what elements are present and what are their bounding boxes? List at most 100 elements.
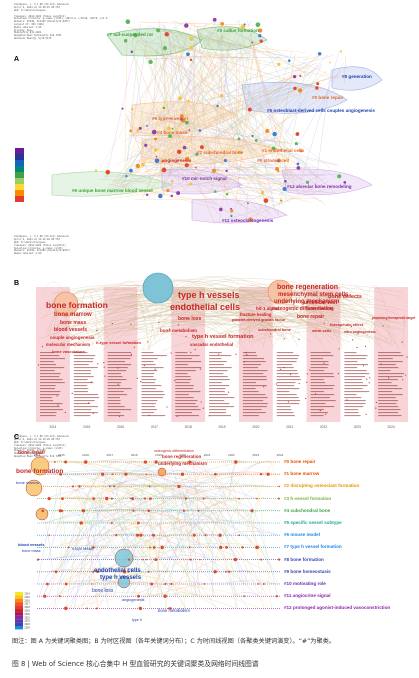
small-keyword-mark <box>175 394 189 396</box>
network-node <box>170 194 174 198</box>
timeline-link <box>170 485 229 524</box>
network-edge <box>234 105 269 215</box>
cluster-label: #11 osteoclastogenesis <box>222 218 274 223</box>
small-keyword-mark <box>378 367 399 369</box>
timeline-node <box>243 595 245 598</box>
network-edge <box>160 112 183 124</box>
network-node <box>219 94 224 98</box>
timeline-link <box>142 473 242 548</box>
timezone-node <box>37 364 40 366</box>
network-edge <box>189 106 338 178</box>
small-keyword-mark <box>73 352 88 354</box>
panel-a-network <box>15 17 383 224</box>
timeline-link <box>82 497 105 585</box>
timeline-node <box>79 521 83 525</box>
timeline-node <box>257 583 259 585</box>
cluster-hull <box>161 168 243 195</box>
network-node <box>277 170 280 173</box>
small-keyword-mark <box>378 415 402 417</box>
timezone-node <box>309 369 311 371</box>
small-keyword-mark <box>73 379 88 381</box>
year-tick-label: 2016 <box>117 425 124 429</box>
small-keyword-mark <box>141 376 154 378</box>
network-node <box>211 168 217 173</box>
small-keyword-mark <box>344 361 358 363</box>
timezone-keyword: couple angiogenesis <box>50 335 95 340</box>
timezone-node <box>117 383 119 385</box>
network-edge <box>190 21 196 170</box>
timeline-node <box>188 460 192 464</box>
network-node <box>131 108 133 111</box>
timeline-link <box>265 460 278 487</box>
timeline-keyword: underlying mechanism <box>158 461 208 466</box>
year-legend-swatch <box>15 160 24 166</box>
small-keyword-mark <box>242 397 268 399</box>
network-edge <box>145 58 238 119</box>
cluster-hull <box>191 198 288 224</box>
small-keyword-mark <box>40 352 55 354</box>
timeline-link <box>238 510 278 597</box>
small-keyword-mark <box>242 370 268 372</box>
timeline-node <box>169 607 172 610</box>
small-keyword-mark <box>141 355 167 357</box>
small-keyword-mark <box>209 364 224 366</box>
small-keyword-mark <box>209 406 235 408</box>
timeline-major-node <box>25 479 43 497</box>
timeline-link <box>174 461 276 597</box>
timeline-link <box>244 569 254 585</box>
timeline-link <box>131 473 262 585</box>
timeline-link <box>102 473 226 548</box>
small-keyword-mark <box>378 394 403 396</box>
timeline-link <box>65 497 228 609</box>
timezone-link <box>38 301 358 340</box>
network-edge <box>170 46 336 78</box>
timezone-node <box>275 383 278 385</box>
network-edge <box>131 134 290 185</box>
network-edge <box>268 199 284 205</box>
timeline-link <box>179 593 196 609</box>
timezone-node <box>337 373 339 375</box>
timeline-link <box>91 581 243 597</box>
timezone-node <box>364 345 367 347</box>
network-node <box>296 166 301 170</box>
timezone-node <box>169 328 171 330</box>
panel-c-metadata: CiteSpace, v. 6.1.R6 (64-bit) Advanced A… <box>14 435 69 458</box>
timeline-link <box>119 460 164 487</box>
small-keyword-mark <box>141 409 157 411</box>
timezone-node <box>192 329 194 331</box>
network-edge <box>200 22 215 28</box>
network-edge <box>139 86 304 184</box>
small-keyword-mark <box>141 388 157 390</box>
small-keyword-mark <box>107 358 131 360</box>
year-tick-label: 2023 <box>354 425 361 429</box>
year-tick-label: 2021 <box>286 425 293 429</box>
timezone-link <box>129 294 156 344</box>
small-keyword-mark <box>175 352 188 354</box>
timeline-node <box>278 485 280 488</box>
timeline-cluster-label: #5 specific vessel subtype <box>284 520 342 525</box>
small-keyword-mark <box>40 415 56 417</box>
timezone-node <box>356 346 358 349</box>
network-edge <box>253 203 263 223</box>
cluster-hull <box>196 26 268 51</box>
timeline-year-label: 2021 <box>204 453 211 457</box>
network-edge <box>161 124 185 163</box>
timeline-link <box>172 473 208 536</box>
timezone-link <box>130 313 249 346</box>
network-node <box>299 74 302 77</box>
network-node <box>189 36 194 42</box>
timezone-node <box>263 386 265 388</box>
timeline-link <box>56 558 91 609</box>
timeline-link <box>75 569 257 585</box>
small-keyword-mark <box>276 403 300 405</box>
small-keyword-mark <box>242 352 256 354</box>
timeline-link <box>60 473 182 524</box>
timezone-node <box>368 382 370 384</box>
network-node <box>133 32 138 38</box>
small-keyword-mark <box>378 379 398 381</box>
small-keyword-mark <box>209 352 222 354</box>
network-edge <box>106 170 153 176</box>
network-edge <box>132 31 260 138</box>
small-keyword-mark <box>310 409 324 411</box>
network-edge <box>302 55 321 61</box>
